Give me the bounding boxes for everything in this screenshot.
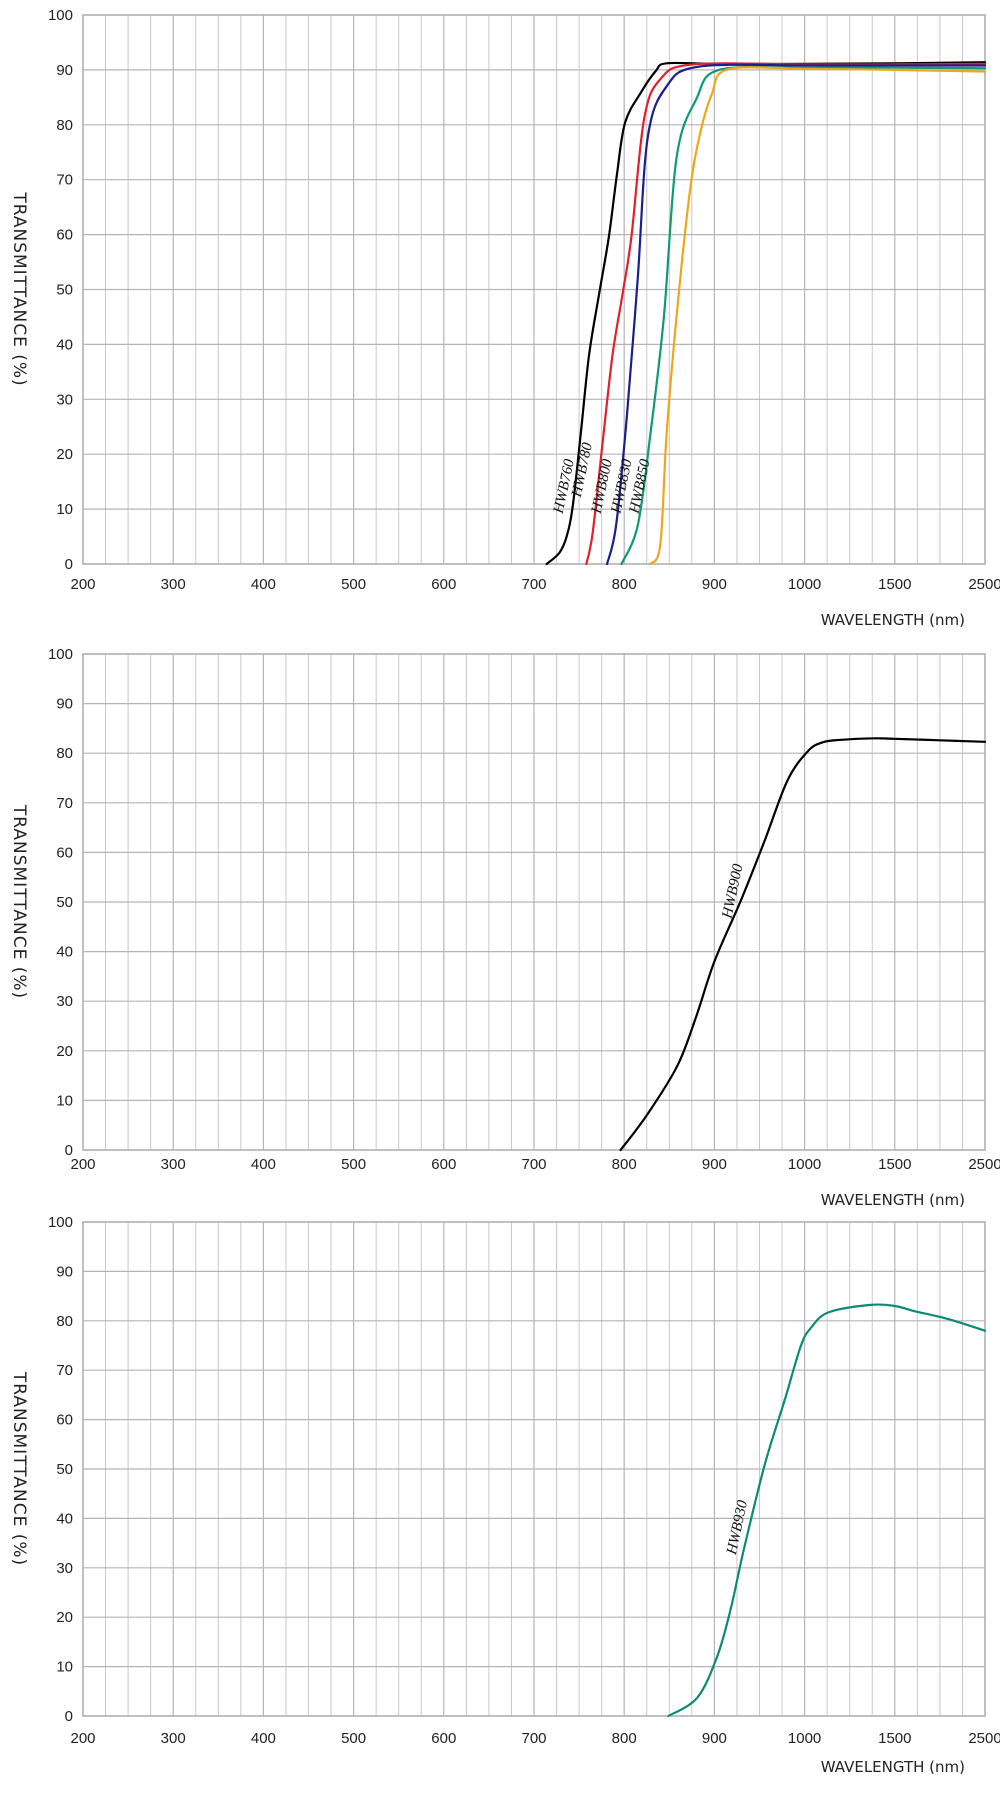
y-tick-label: 80 bbox=[56, 1313, 73, 1330]
y-tick-label: 0 bbox=[65, 1142, 73, 1159]
plot-frame bbox=[82, 14, 986, 565]
x-tick-label: 1000 bbox=[788, 1156, 821, 1173]
y-axis-label: TRANSMITTANCE (%) bbox=[9, 1371, 29, 1566]
x-tick-label: 900 bbox=[702, 576, 727, 593]
x-axis-label: WAVELENGTH (nm) bbox=[821, 611, 965, 629]
y-axis-label: TRANSMITTANCE (%) bbox=[9, 191, 29, 386]
y-tick-label: 10 bbox=[56, 1092, 73, 1109]
x-tick-label: 200 bbox=[70, 1156, 95, 1173]
y-tick-label: 40 bbox=[56, 1510, 73, 1527]
y-tick-label: 80 bbox=[56, 117, 73, 134]
x-tick-label: 2500 bbox=[968, 576, 1000, 593]
y-tick-label: 50 bbox=[56, 1461, 73, 1478]
series-line-hwb760 bbox=[545, 61, 987, 566]
y-tick-label: 20 bbox=[56, 446, 73, 463]
y-tick-label: 70 bbox=[56, 795, 73, 812]
y-tick-label: 60 bbox=[56, 1412, 73, 1429]
x-tick-label: 200 bbox=[70, 1730, 95, 1747]
x-tick-label: 900 bbox=[702, 1156, 727, 1173]
x-tick-label: 700 bbox=[521, 1156, 546, 1173]
y-tick-label: 90 bbox=[56, 1263, 73, 1280]
y-axis-label: TRANSMITTANCE (%) bbox=[9, 804, 29, 999]
y-tick-label: 60 bbox=[56, 227, 73, 244]
y-tick-label: 10 bbox=[56, 1659, 73, 1676]
x-tick-label: 1500 bbox=[878, 576, 911, 593]
x-tick-label: 800 bbox=[612, 1730, 637, 1747]
chart-panel-1: 0 10 20 30 40 50 60 70 80 90 100 200 300 400 500 600 700… bbox=[9, 7, 1000, 629]
x-tick-label: 1500 bbox=[878, 1730, 911, 1747]
x-tick-label: 2500 bbox=[968, 1730, 1000, 1747]
y-tick-label: 50 bbox=[56, 282, 73, 299]
y-tick-label: 70 bbox=[56, 172, 73, 189]
x-tick-label: 200 bbox=[70, 576, 95, 593]
x-tick-label: 800 bbox=[612, 1156, 637, 1173]
y-tick-label: 20 bbox=[56, 1043, 73, 1060]
x-tick-label: 800 bbox=[612, 576, 637, 593]
chart-panel-3: 0 10 20 30 40 50 60 70 80 90 100 200 300 400 500 600 700… bbox=[9, 1214, 1000, 1776]
x-tick-label: 600 bbox=[431, 576, 456, 593]
y-tick-label: 60 bbox=[56, 844, 73, 861]
x-tick-label: 300 bbox=[161, 1730, 186, 1747]
y-tick-label: 30 bbox=[56, 1560, 73, 1577]
x-tick-label: 400 bbox=[251, 1156, 276, 1173]
y-tick-label: 90 bbox=[56, 62, 73, 79]
y-tick-label: 20 bbox=[56, 1609, 73, 1626]
x-tick-label: 700 bbox=[521, 576, 546, 593]
x-tick-label: 600 bbox=[431, 1156, 456, 1173]
y-tick-label: 70 bbox=[56, 1362, 73, 1379]
x-tick-label: 500 bbox=[341, 576, 366, 593]
x-tick-label: 600 bbox=[431, 1730, 456, 1747]
series-line-hwb930 bbox=[667, 1303, 987, 1718]
y-tick-label: 100 bbox=[48, 646, 73, 663]
series-line-hwb800 bbox=[605, 63, 987, 566]
series-line-hwb850 bbox=[649, 66, 987, 566]
x-tick-label: 400 bbox=[251, 1730, 276, 1747]
y-tick-label: 30 bbox=[56, 993, 73, 1010]
y-tick-label: 40 bbox=[56, 336, 73, 353]
x-tick-label: 700 bbox=[521, 1730, 546, 1747]
x-tick-label: 900 bbox=[702, 1730, 727, 1747]
series-line-hwb900 bbox=[619, 737, 987, 1152]
y-tick-label: 80 bbox=[56, 745, 73, 762]
y-tick-label: 100 bbox=[48, 7, 73, 24]
chart-panel-2: 0 10 20 30 40 50 60 70 80 90 100 200 300 400 500 600 700… bbox=[9, 646, 1000, 1209]
x-tick-label: 300 bbox=[161, 576, 186, 593]
y-tick-label: 30 bbox=[56, 391, 73, 408]
series-label: HWB900 bbox=[719, 862, 746, 921]
y-tick-label: 50 bbox=[56, 894, 73, 911]
x-tick-label: 2500 bbox=[968, 1156, 1000, 1173]
x-tick-label: 400 bbox=[251, 576, 276, 593]
x-tick-label: 500 bbox=[341, 1156, 366, 1173]
x-tick-label: 1000 bbox=[788, 1730, 821, 1747]
x-axis-label: WAVELENGTH (nm) bbox=[821, 1191, 965, 1209]
y-tick-label: 100 bbox=[48, 1214, 73, 1231]
y-tick-label: 10 bbox=[56, 501, 73, 518]
y-tick-label: 0 bbox=[65, 556, 73, 573]
plot-frame bbox=[82, 1221, 986, 1717]
series-label: HWB930 bbox=[724, 1498, 751, 1557]
series-line-hwb830 bbox=[620, 65, 987, 566]
x-tick-label: 1500 bbox=[878, 1156, 911, 1173]
x-tick-label: 300 bbox=[161, 1156, 186, 1173]
x-tick-label: 1000 bbox=[788, 576, 821, 593]
y-tick-label: 40 bbox=[56, 944, 73, 961]
plot-frame bbox=[82, 653, 986, 1151]
y-tick-label: 90 bbox=[56, 696, 73, 713]
y-tick-label: 0 bbox=[65, 1708, 73, 1725]
x-tick-label: 500 bbox=[341, 1730, 366, 1747]
x-axis-label: WAVELENGTH (nm) bbox=[821, 1758, 965, 1776]
